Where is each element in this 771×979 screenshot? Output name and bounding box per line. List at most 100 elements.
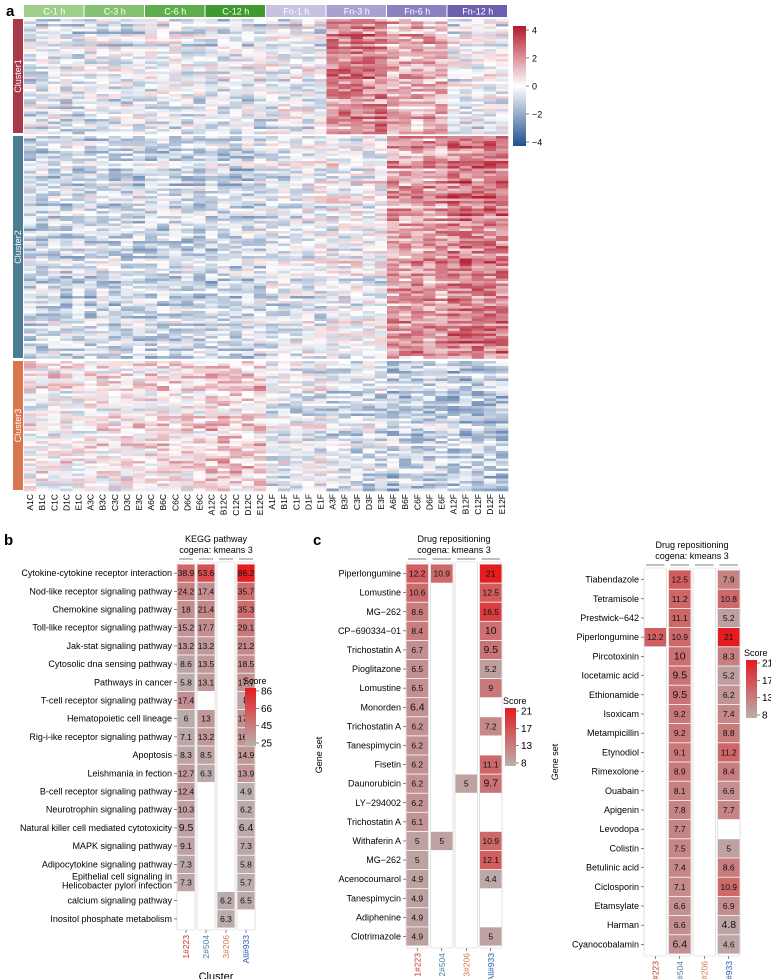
score-cell (237, 873, 255, 892)
score-cell (669, 839, 691, 858)
score-label: 17.7 (198, 623, 215, 633)
group-label: Fn-3 h (344, 7, 370, 17)
score-label: 13.1 (198, 677, 215, 687)
column-label: C1F (291, 494, 301, 510)
score-label: 53.6 (198, 568, 215, 578)
legend-tick: 13 (762, 693, 771, 704)
score-cell (177, 600, 195, 619)
cluster-label: Cluster3 (13, 409, 23, 443)
column-label: A6F (388, 494, 398, 510)
cluster-tick-label: 1#223 (412, 953, 422, 977)
score-label: 6.2 (411, 779, 423, 789)
score-label: 12.2 (409, 569, 426, 579)
score-label: 13 (201, 714, 211, 724)
score-label: 11.1 (483, 760, 499, 770)
score-cell (177, 564, 195, 582)
legend-tick: 2 (532, 54, 537, 64)
score-cell (177, 837, 195, 855)
score-cell (718, 877, 740, 896)
cluster-block (24, 19, 509, 135)
score-cell (177, 873, 195, 892)
score-cell (480, 640, 502, 660)
score-label: 11.2 (672, 594, 688, 604)
score-cell (718, 839, 740, 858)
cluster-tick-label: 2#504 (201, 935, 211, 959)
row-label: Harman (607, 920, 639, 930)
score-label: 9.2 (674, 709, 686, 719)
score-cell (197, 728, 215, 746)
column-label: E3F (376, 494, 386, 510)
score-label: 8.4 (411, 626, 423, 636)
score-label: 7.3 (180, 859, 192, 869)
score-cell (237, 600, 255, 619)
score-label: 11.1 (672, 613, 688, 623)
score-cell (406, 717, 428, 736)
row-label: Acenocoumarol (338, 874, 401, 884)
score-cell (480, 583, 502, 602)
column-label: E1F (315, 494, 325, 510)
cluster-tick-label: 1#223 (650, 961, 660, 979)
row-label: T-cell receptor signaling pathway (41, 696, 173, 706)
column-label: D6F (424, 494, 434, 510)
score-label: 10 (485, 625, 497, 637)
row-label: Ethionamide (589, 690, 639, 700)
cluster-tick-label: 3#206 (699, 961, 709, 979)
score-cell (480, 717, 502, 736)
score-label: 6.5 (411, 664, 423, 674)
column-label: E3C (134, 494, 144, 511)
y-axis-title: Gene set (314, 736, 324, 773)
score-cell (406, 793, 428, 812)
score-label: 7.2 (485, 721, 497, 731)
score-cell (669, 724, 691, 743)
row-label: Adipocytokine signaling pathway (42, 859, 173, 869)
score-cell (718, 916, 740, 935)
score-label: 9.1 (180, 841, 192, 851)
score-label: 5 (488, 931, 493, 941)
score-cell (177, 582, 195, 600)
row-label: MAPK signaling pathway (72, 841, 172, 851)
score-cell (644, 628, 666, 647)
score-label: 6.2 (240, 805, 252, 815)
score-label: 13.2 (198, 732, 215, 742)
score-label: 7.4 (674, 863, 686, 873)
score-label: 9.5 (672, 670, 687, 682)
score-cell (177, 637, 195, 655)
score-cell (406, 908, 428, 927)
score-cell (177, 782, 195, 801)
score-cell (406, 679, 428, 698)
score-label: 17.7 (238, 677, 255, 687)
score-cell (718, 704, 740, 724)
column-label: C12F (473, 494, 483, 515)
score-cell (480, 755, 502, 774)
score-label: 8.3 (723, 651, 735, 661)
group-label: C-3 h (104, 7, 126, 17)
cluster-tick-label: 3#206 (461, 953, 471, 977)
row-label: Adiphenine (356, 912, 401, 922)
score-cell (431, 831, 453, 851)
score-label: 35.3 (238, 605, 255, 615)
score-label: 4.9 (411, 912, 423, 922)
heatmap-subtitle: cogena: kmeans 3 (417, 545, 491, 555)
score-label: 6.4 (410, 701, 425, 713)
score-cell (177, 819, 195, 837)
score-label: 6.3 (220, 914, 232, 924)
legend-tick: 21 (521, 707, 533, 718)
score-cell (217, 910, 235, 928)
score-label: 12.7 (178, 768, 195, 778)
score-label: 16.5 (482, 607, 499, 617)
score-cell (718, 724, 740, 743)
group-label: C-1 h (43, 7, 65, 17)
row-label: Trichostatin A (347, 817, 401, 827)
score-cell (718, 800, 740, 820)
score-cell (177, 728, 195, 746)
score-cell (237, 819, 255, 837)
score-cell (237, 801, 255, 819)
score-label: 13.2 (178, 641, 195, 651)
score-cell (406, 659, 428, 679)
row-label: CP−690334−01 (338, 626, 401, 636)
score-label: 4.9 (411, 931, 423, 941)
score-cell (406, 602, 428, 621)
score-cell (669, 647, 691, 666)
column-label: D3C (122, 494, 132, 511)
